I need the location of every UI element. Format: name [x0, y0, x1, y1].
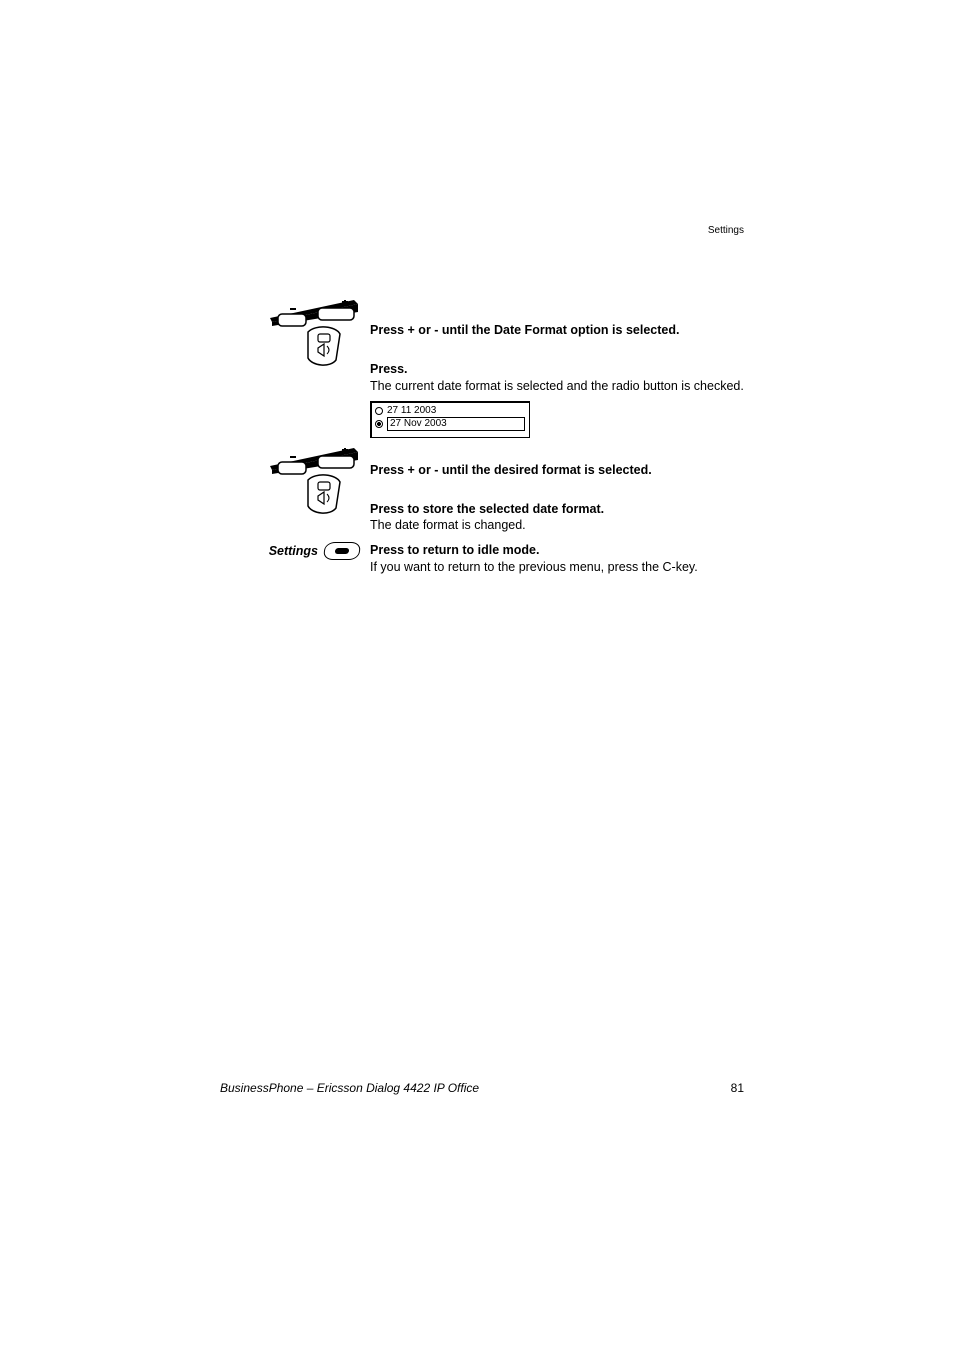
step5-heading: Press to return to idle mode. — [370, 542, 744, 559]
speaker-key-icon — [306, 326, 342, 366]
lcd-option-1: 27 11 2003 — [387, 405, 436, 417]
volume-rocker-icon — [270, 448, 360, 476]
footer-doc-title: BusinessPhone – Ericsson Dialog 4422 IP … — [220, 1081, 479, 1095]
lcd-option-2-selected: 27 Nov 2003 — [387, 417, 525, 431]
radio-unchecked-icon — [375, 407, 383, 415]
step5-body: If you want to return to the previous me… — [370, 559, 744, 576]
volume-rocker-icon — [270, 300, 360, 328]
step4-body: The date format is changed. — [370, 517, 744, 534]
step3-heading: Press + or - until the desired format is… — [370, 462, 744, 479]
step4-heading: Press to store the selected date format. — [370, 501, 744, 518]
settings-key-label: Settings — [269, 544, 318, 558]
step1-heading: Press + or - until the Date Format optio… — [370, 322, 744, 339]
speaker-key-icon — [306, 474, 342, 514]
step2-heading: Press. — [370, 361, 744, 378]
step2-body: The current date format is selected and … — [370, 378, 744, 395]
phone-display: 27 11 2003 27 Nov 2003 — [370, 401, 530, 438]
page-section-header: Settings — [708, 225, 744, 236]
radio-checked-icon — [375, 420, 383, 428]
footer-page-number: 81 — [731, 1081, 744, 1095]
settings-key-icon — [323, 542, 362, 560]
